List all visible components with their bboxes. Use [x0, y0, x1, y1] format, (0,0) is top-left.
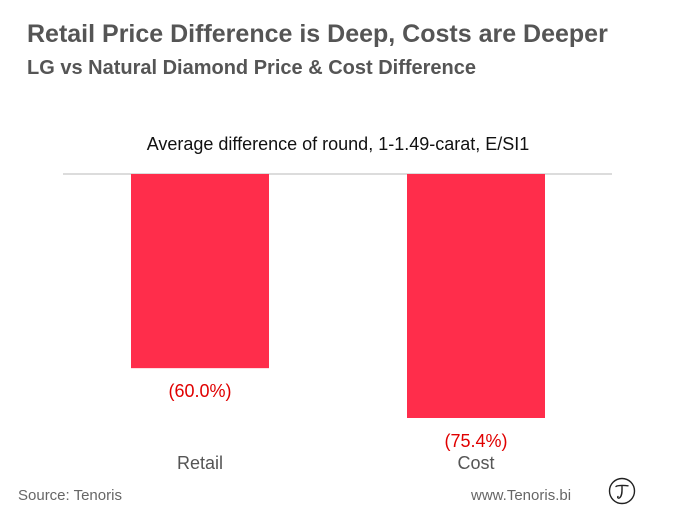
- page-title: Retail Price Difference is Deep, Costs a…: [27, 20, 608, 48]
- chart-title: Average difference of round, 1-1.49-cara…: [147, 134, 530, 154]
- tenoris-t-logo-icon: [608, 477, 636, 505]
- source-note: Source: Tenoris: [18, 487, 122, 504]
- category-label-retail: Retail: [177, 453, 223, 473]
- data-label-retail: (60.0%): [168, 381, 231, 401]
- bar-retail: [131, 174, 269, 369]
- page-subtitle: LG vs Natural Diamond Price & Cost Diffe…: [27, 57, 477, 79]
- bars-group: (60.0%) Retail (75.4%)Cost: [131, 174, 545, 473]
- category-label-cost: Cost: [457, 453, 494, 473]
- bar-cost: [407, 174, 545, 418]
- website-link[interactable]: www.Tenoris.bi: [471, 487, 572, 504]
- data-label-cost: (75.4%): [444, 431, 507, 451]
